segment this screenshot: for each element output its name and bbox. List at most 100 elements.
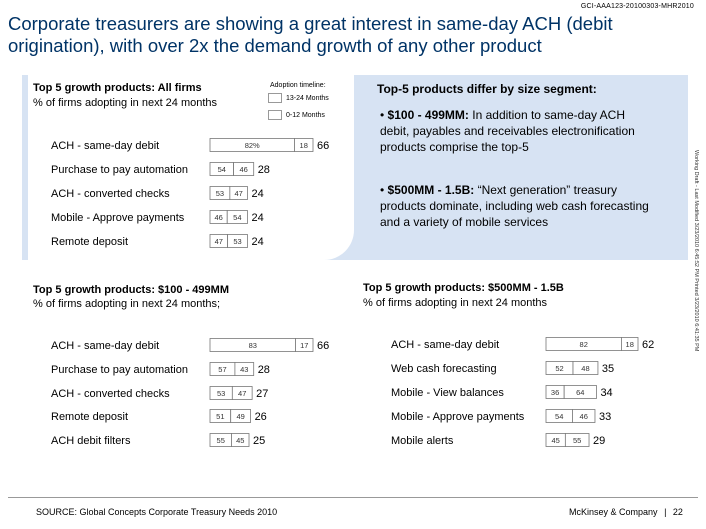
bar-segment-13-24-months xyxy=(229,186,248,200)
category-label: Web cash forecasting xyxy=(391,363,497,375)
category-label: ACH - converted checks xyxy=(51,388,170,400)
document-id: GCI-AAA123-20100303-MHR2010 xyxy=(580,3,694,10)
segment-data-label: 54 xyxy=(218,165,226,174)
chart3-subtitle: % of firms adopting in next 24 months xyxy=(363,297,548,309)
total-data-label: 28 xyxy=(258,364,270,376)
total-data-label: 35 xyxy=(602,363,614,375)
segment-data-label: 54 xyxy=(233,213,241,222)
segment-data-label: 54 xyxy=(555,412,563,421)
segments-title: Top-5 products differ by size segment: xyxy=(377,82,597,96)
bar-segment-13-24-months xyxy=(226,210,248,224)
source-note: SOURCE: Global Concepts Corporate Treasu… xyxy=(36,507,278,517)
top-left-panel xyxy=(28,75,354,260)
footer-page-number: 22 xyxy=(672,507,683,517)
bar-segment-13-24-months xyxy=(227,234,248,248)
footer-brand: McKinsey & Company xyxy=(569,507,658,517)
segment-data-label: 53 xyxy=(233,237,241,246)
segment-data-label: 43 xyxy=(240,365,248,374)
segment-data-label: 18 xyxy=(300,141,308,150)
total-data-label: 66 xyxy=(317,140,329,152)
category-label: Purchase to pay automation xyxy=(51,164,188,176)
category-label: Remote deposit xyxy=(51,411,128,423)
bar-segment-13-24-months xyxy=(572,361,599,375)
segment-data-label: 49 xyxy=(236,412,244,421)
chart3-title: Top 5 growth products: $500MM - 1.5B xyxy=(363,282,564,294)
bullet-body: In addition to same-day ACH debit, payab… xyxy=(380,108,635,154)
category-label: ACH - same-day debit xyxy=(391,339,499,351)
segment-data-label: 47 xyxy=(234,189,242,198)
category-label: ACH - same-day debit xyxy=(51,340,159,352)
footer-divider xyxy=(8,497,698,498)
category-label: ACH - converted checks xyxy=(51,188,170,200)
legend-swatch xyxy=(268,110,282,120)
bullet-body: “Next generation” treasury products domi… xyxy=(380,183,649,229)
segment-data-label: 47 xyxy=(215,237,223,246)
segment-data-label: 18 xyxy=(626,340,634,349)
total-data-label: 33 xyxy=(599,411,611,423)
segment-data-label: 46 xyxy=(580,412,588,421)
chart1-title: Top 5 growth products: All firms xyxy=(33,82,202,94)
segment-data-label: 52 xyxy=(555,364,563,373)
chart2-subtitle: % of firms adopting in next 24 months; xyxy=(33,298,221,310)
segment-bullet-2: • $500MM - 1.5B: “Next generation” treas… xyxy=(380,182,650,230)
bullet-icon: • xyxy=(380,183,388,197)
segment-data-label: 64 xyxy=(576,388,584,397)
bar-segment-13-24-months xyxy=(231,386,253,400)
total-data-label: 24 xyxy=(251,212,263,224)
segment-data-label: 46 xyxy=(239,165,247,174)
segment-data-label: 46 xyxy=(214,213,222,222)
category-label: Mobile - Approve payments xyxy=(391,411,525,423)
total-data-label: 24 xyxy=(251,188,263,200)
legend-label: 0-12 Months xyxy=(286,111,325,119)
chart2-title: Top 5 growth products: $100 - 499MM xyxy=(33,284,229,296)
segment-data-label: 45 xyxy=(552,436,560,445)
segment-data-label: 55 xyxy=(573,436,581,445)
bar-segment-13-24-months xyxy=(295,338,314,352)
category-label: Purchase to pay automation xyxy=(51,364,188,376)
segment-data-label: 53 xyxy=(217,389,225,398)
total-data-label: 26 xyxy=(255,411,267,423)
segment-data-label: 48 xyxy=(581,364,589,373)
chart1-subtitle: % of firms adopting in next 24 months xyxy=(33,97,218,109)
category-label: Mobile - View balances xyxy=(391,387,504,399)
bar-segment-13-24-months xyxy=(563,385,597,399)
segment-data-label: 36 xyxy=(551,388,559,397)
total-data-label: 34 xyxy=(600,387,612,399)
legend-label: 13-24 Months xyxy=(286,94,329,102)
page-headline: Corporate treasurers are showing a great… xyxy=(8,13,613,56)
bullet-label: $500MM - 1.5B: xyxy=(387,183,475,197)
segment-data-label: 57 xyxy=(218,365,226,374)
total-data-label: 27 xyxy=(256,388,268,400)
segment-data-label: 17 xyxy=(300,341,308,350)
bar-segment-13-24-months xyxy=(294,138,314,152)
total-data-label: 24 xyxy=(251,236,263,248)
legend-title: Adoption timeline: xyxy=(270,82,326,89)
segment-data-label: 83 xyxy=(249,341,257,350)
segment-bullet-1: • $100 - 499MM: In addition to same-day … xyxy=(380,107,650,155)
bar-segment-13-24-months xyxy=(230,409,251,423)
segment-data-label: 47 xyxy=(238,389,246,398)
bar-segment-13-24-months xyxy=(564,433,590,447)
segment-data-label: 82 xyxy=(580,340,588,349)
segment-data-label: 51 xyxy=(216,412,224,421)
total-data-label: 28 xyxy=(258,164,270,176)
bullet-label: $100 - 499MM: xyxy=(387,108,469,122)
total-data-label: 66 xyxy=(317,340,329,352)
total-data-label: 29 xyxy=(593,435,605,447)
bar-segment-13-24-months xyxy=(621,337,639,351)
side-note: Working Draft - Last Modified 3/23/2010 … xyxy=(693,150,699,352)
bar-segment-13-24-months xyxy=(234,362,255,376)
category-label: ACH - same-day debit xyxy=(51,140,159,152)
legend-item-13-24: 13-24 Months xyxy=(268,93,329,103)
segment-data-label: 53 xyxy=(216,189,224,198)
segment-data-label: 82% xyxy=(245,141,260,150)
legend-swatch xyxy=(268,93,282,103)
segment-data-label: 55 xyxy=(217,436,225,445)
bar-segment-13-24-months xyxy=(231,433,250,447)
total-data-label: 62 xyxy=(642,339,654,351)
category-label: Mobile alerts xyxy=(391,435,454,447)
category-label: Mobile - Approve payments xyxy=(51,212,185,224)
category-label: ACH debit filters xyxy=(51,435,131,447)
bullet-icon: • xyxy=(380,108,388,122)
